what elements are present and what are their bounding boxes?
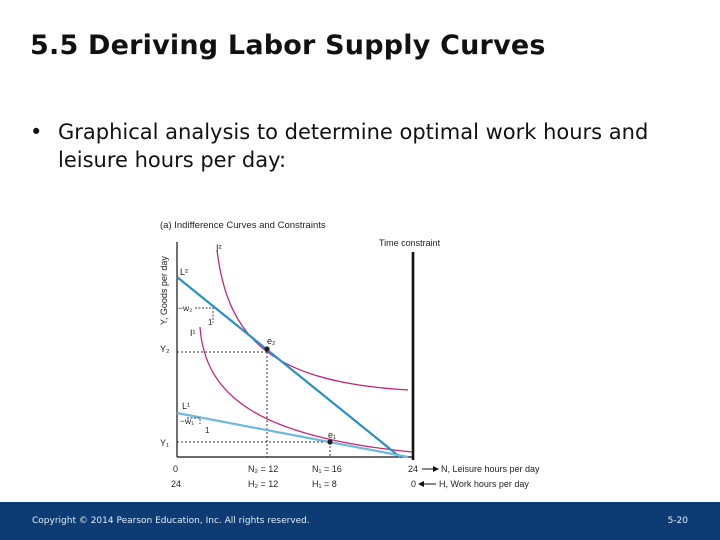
label-h2: H₂ = 12: [248, 479, 278, 489]
leisure-axis-label: N, Leisure hours per day: [441, 464, 540, 474]
budget-line-l1: [176, 411, 409, 459]
label-one-upper: 1: [208, 318, 213, 327]
label-e1: e₁: [328, 430, 336, 440]
label-l2: L²: [180, 267, 188, 277]
y-axis-label: Y, Goods per day: [159, 256, 169, 325]
label-y1: Y₁: [160, 438, 169, 448]
time-constraint-label: Time constraint: [379, 238, 441, 248]
slide-title: 5.5 Deriving Labor Supply Curves: [30, 30, 546, 61]
footer-page-number: 5-20: [667, 516, 688, 526]
panel-title: (a) Indifference Curves and Constraints: [160, 220, 326, 231]
label-i1: I¹: [190, 328, 196, 338]
point-e2: [264, 346, 270, 352]
slope-triangle-upper: [195, 307, 214, 323]
bullet-item: • Graphical analysis to determine optima…: [30, 118, 690, 174]
label-l1: L¹: [182, 401, 190, 411]
indifference-curve-i1: [199, 326, 413, 453]
label-h1: H₁ = 8: [312, 479, 337, 489]
label-origin-zero: 0: [173, 464, 178, 474]
footer-bar: Copyright © 2014 Pearson Education, Inc.…: [0, 502, 720, 540]
label-origin-24: 24: [171, 479, 181, 489]
footer-copyright: Copyright © 2014 Pearson Education, Inc.…: [32, 516, 310, 526]
label-right-0: 0: [411, 479, 416, 489]
work-axis-label: H, Work hours per day: [439, 479, 529, 489]
label-i2: I²: [216, 243, 222, 253]
budget-line-l2: [176, 276, 401, 458]
label-one-lower: 1: [205, 426, 210, 435]
label-e2: e₂: [267, 336, 276, 346]
label-y2: Y₂: [160, 344, 170, 354]
label-neg-w1: −w₁: [180, 416, 194, 426]
bullet-icon: •: [30, 120, 43, 144]
point-e1: [327, 439, 333, 445]
label-right-24: 24: [408, 464, 418, 474]
label-n1: N₁ = 16: [312, 464, 342, 474]
label-neg-w2: −w₂: [178, 303, 192, 313]
labor-supply-figure: (a) Indifference Curves and Constraints …: [150, 212, 560, 497]
indifference-curve-i2: [216, 249, 409, 391]
work-arrow-icon: [418, 481, 424, 487]
slope-triangle-lower: [187, 417, 201, 424]
bullet-text: Graphical analysis to determine optimal …: [58, 120, 649, 172]
label-n2: N₂ = 12: [248, 464, 278, 474]
indifference-curves-diagram: (a) Indifference Curves and Constraints …: [159, 220, 540, 489]
leisure-arrow-icon: [433, 466, 439, 472]
